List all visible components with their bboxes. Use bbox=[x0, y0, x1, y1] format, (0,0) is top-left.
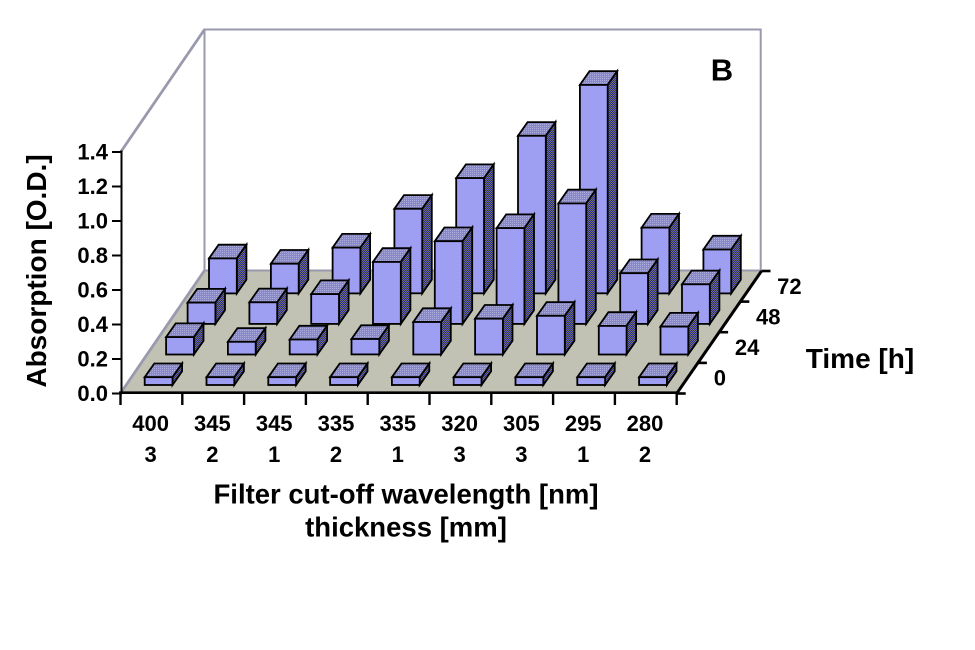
svg-text:1: 1 bbox=[392, 442, 404, 467]
svg-text:0.4: 0.4 bbox=[77, 312, 108, 337]
svg-text:345: 345 bbox=[256, 411, 293, 436]
svg-text:Absorption [O.D.]: Absorption [O.D.] bbox=[21, 154, 52, 387]
svg-text:1.2: 1.2 bbox=[77, 174, 108, 199]
svg-text:2: 2 bbox=[639, 442, 651, 467]
svg-text:48: 48 bbox=[756, 304, 780, 329]
svg-text:320: 320 bbox=[441, 411, 478, 436]
svg-text:3: 3 bbox=[453, 442, 465, 467]
svg-text:2: 2 bbox=[330, 442, 342, 467]
svg-text:295: 295 bbox=[565, 411, 602, 436]
svg-text:335: 335 bbox=[379, 411, 416, 436]
svg-text:400: 400 bbox=[132, 411, 169, 436]
svg-text:1: 1 bbox=[268, 442, 280, 467]
svg-text:1: 1 bbox=[577, 442, 589, 467]
svg-text:1.4: 1.4 bbox=[77, 140, 108, 165]
svg-text:0.0: 0.0 bbox=[77, 381, 108, 406]
svg-text:1.0: 1.0 bbox=[77, 209, 108, 234]
svg-text:Filter cut-off wavelength [nm]: Filter cut-off wavelength [nm] bbox=[214, 479, 599, 510]
svg-text:3: 3 bbox=[144, 442, 156, 467]
svg-text:B: B bbox=[711, 53, 733, 88]
svg-text:0: 0 bbox=[714, 365, 726, 390]
svg-text:305: 305 bbox=[503, 411, 540, 436]
svg-text:72: 72 bbox=[777, 274, 801, 299]
svg-text:Time [h]: Time [h] bbox=[806, 343, 914, 374]
svg-text:0.6: 0.6 bbox=[77, 278, 108, 303]
svg-text:3: 3 bbox=[515, 442, 527, 467]
svg-text:0.2: 0.2 bbox=[77, 347, 108, 372]
svg-text:0.8: 0.8 bbox=[77, 243, 108, 268]
svg-text:24: 24 bbox=[735, 335, 760, 360]
svg-text:345: 345 bbox=[194, 411, 231, 436]
svg-text:2: 2 bbox=[206, 442, 218, 467]
svg-text:thickness [mm]: thickness [mm] bbox=[305, 512, 507, 543]
svg-text:280: 280 bbox=[627, 411, 664, 436]
svg-text:335: 335 bbox=[318, 411, 355, 436]
